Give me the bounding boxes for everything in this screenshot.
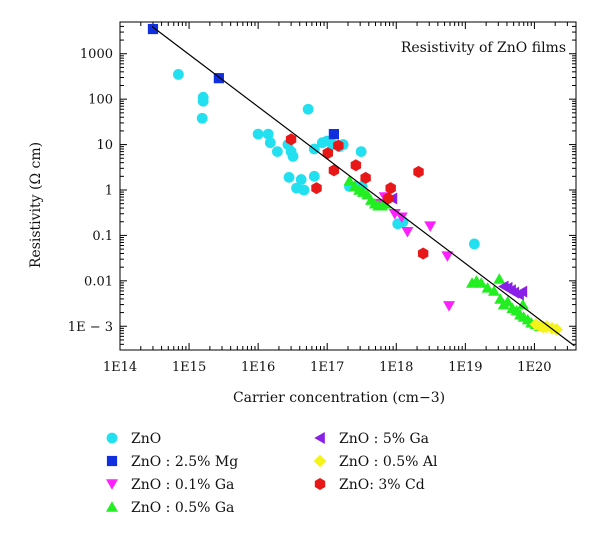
plot-area: 1E14 1E15 1E16 1E17 1E18 1E19 1E20 1E − 3 0.01 0.… xyxy=(68,21,577,375)
point-zno-3-cd xyxy=(350,159,362,172)
legend-marker-zno xyxy=(106,432,118,444)
x-tick-label: 1E19 xyxy=(448,360,482,375)
y-tick-label: 10 xyxy=(96,138,113,153)
point-zno-3-cd xyxy=(385,182,396,195)
legend-marker-zno-5-ga xyxy=(314,432,325,444)
y-tick-label: 1000 xyxy=(80,47,113,62)
y-tick-label: 1 xyxy=(105,183,113,198)
point-zno xyxy=(283,171,295,183)
y-axis-label: Resistivity (Ω cm) xyxy=(28,142,44,268)
y-tick-label: 1E − 3 xyxy=(68,320,113,335)
point-zno-0-5-ga xyxy=(493,273,506,284)
point-zno-0-5-ga xyxy=(475,277,488,288)
legend: ZnO ZnO : 2.5% Mg ZnO : 0.1% Ga ZnO : 0.5% … xyxy=(106,431,438,516)
legend-label-zno-3-cd: ZnO: 3% Cd xyxy=(339,477,425,493)
point-zno-3-cd xyxy=(382,192,394,205)
x-tick-label: 1E15 xyxy=(172,360,206,375)
y-tick-label: 0.01 xyxy=(84,274,113,289)
legend-marker-zno-3-cd xyxy=(314,478,326,490)
point-zno-0-1-ga xyxy=(441,251,454,262)
point-zno xyxy=(298,184,310,196)
point-zno-0-5-ga xyxy=(501,295,514,307)
point-zno-3-cd xyxy=(360,171,371,184)
point-zno-3-cd xyxy=(333,139,344,152)
point-zno xyxy=(271,146,283,158)
point-zno xyxy=(172,69,184,80)
y-tick-label: 0.1 xyxy=(92,229,113,244)
point-zno xyxy=(262,128,274,140)
legend-label-zno-5-ga: ZnO : 5% Ga xyxy=(339,431,429,447)
point-zno-0-5-ga xyxy=(481,282,494,293)
point-zno-0-5-ga xyxy=(343,175,356,186)
legend-marker-zno-0-1-ga xyxy=(106,479,118,490)
point-zno-5-ga xyxy=(516,285,528,298)
x-tick-label: 1E14 xyxy=(103,360,137,375)
point-zno-2-5-mg xyxy=(328,129,340,140)
x-tick-label: 1E20 xyxy=(517,360,551,375)
point-zno xyxy=(196,112,208,124)
x-tick-label: 1E16 xyxy=(241,360,275,375)
legend-marker-zno-2-5-mg xyxy=(106,455,118,467)
point-zno-0-1-ga xyxy=(395,212,408,224)
legend-label-zno-0-5-al: ZnO : 0.5% Al xyxy=(339,454,438,470)
point-zno-3-cd xyxy=(311,182,322,195)
point-zno-2-5-mg xyxy=(213,73,224,84)
point-zno-3-cd xyxy=(417,247,429,260)
point-zno-3-cd xyxy=(413,165,424,178)
point-zno xyxy=(264,137,276,149)
point-zno-3-cd xyxy=(322,147,333,160)
point-zno xyxy=(468,238,480,250)
point-zno xyxy=(252,128,264,140)
legend-label-zno-0-5-ga: ZnO : 0.5% Ga xyxy=(131,500,234,516)
point-zno xyxy=(308,170,320,182)
x-axis-label: Carrier concentration (cm−3) xyxy=(233,390,445,406)
y-tick-label: 100 xyxy=(88,93,113,108)
legend-marker-zno-0-5-ga xyxy=(106,501,118,512)
x-tick-label: 1E17 xyxy=(310,360,344,375)
point-zno xyxy=(302,103,314,115)
legend-label-zno-0-1-ga: ZnO : 0.1% Ga xyxy=(131,477,234,493)
point-zno-0-5-ga xyxy=(488,285,501,296)
data-points xyxy=(147,23,575,347)
point-zno-0-1-ga xyxy=(424,221,437,232)
fit-line xyxy=(151,25,575,347)
legend-marker-zno-0-5-al xyxy=(313,454,327,468)
point-zno-3-cd xyxy=(328,164,340,177)
point-zno xyxy=(197,95,209,107)
point-zno xyxy=(295,174,307,185)
point-zno-2-5-mg xyxy=(147,23,159,35)
point-zno-0-5-ga xyxy=(516,298,529,310)
chart-title: Resistivity of ZnO films xyxy=(401,40,566,56)
x-tick-label: 1E18 xyxy=(379,360,413,375)
point-zno-0-1-ga xyxy=(401,227,414,238)
point-zno-3-cd xyxy=(285,133,297,146)
legend-label-zno-2-5-mg: ZnO : 2.5% Mg xyxy=(131,454,238,470)
point-zno-0-1-ga xyxy=(443,301,456,312)
legend-label-zno: ZnO xyxy=(131,431,161,447)
point-zno xyxy=(355,146,367,158)
point-zno-0-5-al xyxy=(550,323,563,336)
point-zno xyxy=(287,150,299,162)
